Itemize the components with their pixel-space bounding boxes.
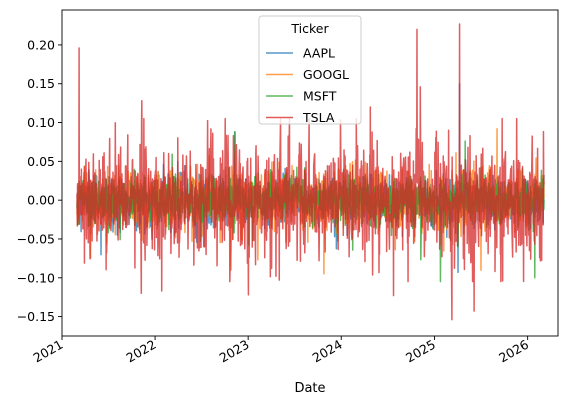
legend-label-googl: GOOGL [303,67,349,82]
x-tick-label: 2022 [124,337,159,366]
x-tick-label: 2024 [310,337,345,366]
x-tick-label: 2026 [496,337,531,366]
legend-box [258,15,362,125]
plot-area [76,23,545,321]
x-tick-label: 2021 [30,337,65,366]
y-tick-label: 0.20 [27,37,55,52]
legend: Ticker AAPL GOOGL MSFT TSLA [258,15,362,125]
legend-label-aapl: AAPL [303,46,335,61]
x-axis-title: Date [294,381,325,396]
y-tick-label: −0.10 [17,270,55,285]
plot-frame [61,9,559,337]
legend-label-msft: MSFT [303,89,337,104]
legend-title: Ticker [290,21,329,36]
x-tick-label: 2023 [217,337,252,366]
y-tick-label: 0.15 [27,76,55,91]
y-tick-label: 0.05 [27,154,55,169]
x-tick-label: 2025 [403,337,438,366]
y-tick-label: 0.00 [27,193,55,208]
y-tick-label: −0.15 [17,309,55,324]
series-line-tsla [76,23,545,321]
y-tick-label: 0.10 [27,115,55,130]
y-tick-label: −0.05 [17,231,55,246]
legend-label-tsla: TSLA [302,110,335,125]
